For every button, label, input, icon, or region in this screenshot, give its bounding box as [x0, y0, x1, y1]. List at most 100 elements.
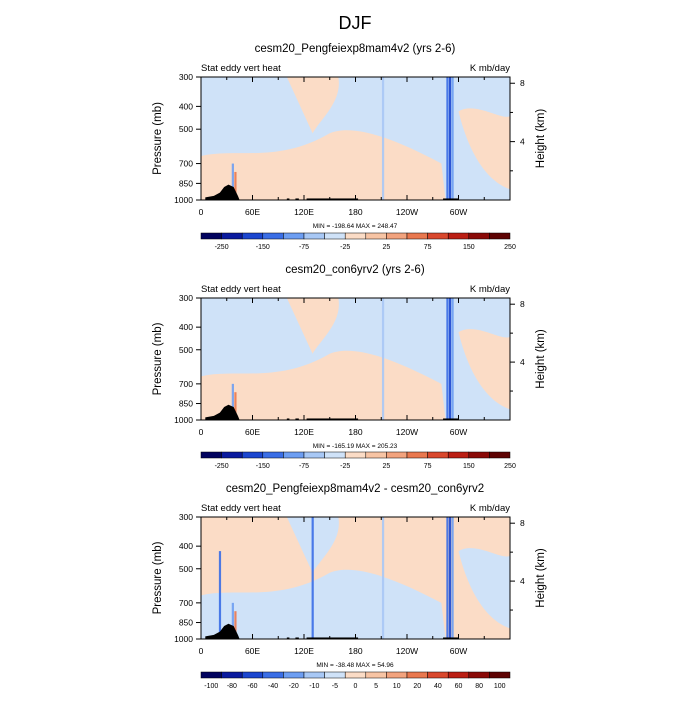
colorbar-label: 75 [424, 463, 432, 470]
topography-mask [443, 418, 459, 420]
y-right-tick-label: 4 [520, 576, 525, 586]
colorbar-swatch [262, 671, 284, 679]
chart-panel-3: cesm20_Pengfeiexp8mam4v2 - cesm20_con6yr… [152, 483, 547, 690]
y-tick-label: 700 [179, 159, 193, 169]
colorbar-label: 5 [374, 683, 378, 690]
colorbar-label: 150 [463, 463, 475, 470]
y-tick-label: 850 [179, 399, 193, 409]
y-right-tick-label: 4 [520, 357, 525, 367]
colorbar-swatch [241, 232, 264, 240]
chart-panel-1: cesm20_Pengfeiexp8mam4v2 (yrs 2-6) Stat e… [152, 43, 547, 251]
topography-mask [205, 404, 240, 420]
colorbar-label: -150 [256, 244, 270, 251]
colorbar-label: -75 [299, 244, 309, 251]
colorbar-swatch [489, 671, 511, 679]
colorbar-label: 40 [434, 683, 442, 690]
x-tick-label: 180 [348, 207, 362, 217]
field-feature [448, 517, 452, 639]
colorbar-label: -60 [247, 683, 257, 690]
field-feature [448, 77, 452, 200]
colorbar-label: -250 [215, 463, 229, 470]
field-region [458, 108, 510, 190]
x-tick-label: 120E [294, 207, 314, 217]
colorbar-label: -150 [256, 463, 270, 470]
chart-field-label: Stat eddy vert heat [201, 503, 281, 514]
chart-panel-2: cesm20_con6yrv2 (yrs 2-6) Stat eddy vert … [152, 264, 547, 470]
colorbar-label: 60 [455, 683, 463, 690]
y-tick-label: 500 [179, 124, 193, 134]
y-right-tick-label: 8 [520, 78, 525, 88]
x-tick-label: 180 [348, 427, 362, 437]
field-region [201, 350, 446, 420]
y-axis-label: Pressure (mb) [152, 541, 164, 614]
y-tick-label: 1000 [174, 195, 193, 205]
colorbar-swatch [386, 451, 408, 459]
colorbar-swatch [303, 232, 325, 240]
field-feature [234, 392, 237, 420]
field-region [458, 329, 510, 410]
colorbar-label: 10 [393, 683, 401, 690]
field-feature [231, 383, 234, 420]
y-tick-label: 700 [179, 598, 193, 608]
colorbar-label: 80 [475, 683, 483, 690]
field-feature [381, 298, 385, 420]
colorbar-swatch [365, 451, 387, 459]
colorbar-swatch [427, 232, 449, 240]
y-tick-label: 700 [179, 379, 193, 389]
field-region [458, 548, 510, 629]
x-tick-label: 0 [199, 427, 204, 437]
field-feature [446, 298, 449, 420]
colorbar-label: -20 [289, 683, 299, 690]
colorbar-swatch [200, 232, 222, 240]
colorbar-swatch [406, 232, 428, 240]
colorbar-swatch [427, 671, 449, 679]
colorbar-label: -25 [340, 463, 350, 470]
x-tick-label: 0 [199, 207, 204, 217]
field-region [286, 77, 339, 134]
colorbar-label: -25 [340, 244, 350, 251]
field-feature [234, 171, 237, 200]
y-axis-label: Pressure (mb) [152, 102, 164, 175]
colorbar-swatch [200, 671, 222, 679]
field-feature [446, 517, 449, 639]
min-max-label: MIN = -198.64 MAX = 248.47 [313, 223, 398, 230]
colorbar-swatch [344, 232, 367, 240]
field-feature [381, 77, 385, 200]
field-feature [311, 517, 314, 639]
topography-mask [286, 637, 290, 639]
y-right-axis-label: Height (km) [535, 109, 547, 169]
y-tick-label: 1000 [174, 634, 193, 644]
topography-mask [443, 637, 459, 639]
page-title: DJF [339, 13, 372, 33]
colorbar-swatch [324, 671, 346, 679]
colorbar-swatch [221, 232, 243, 240]
colorbar-label: -40 [268, 683, 278, 690]
y-tick-label: 500 [179, 345, 193, 355]
x-tick-label: 60E [245, 427, 260, 437]
topography-mask [306, 637, 359, 639]
y-tick-label: 1000 [174, 415, 193, 425]
field-feature [234, 611, 237, 639]
colorbar-swatch [283, 451, 305, 459]
topography-mask [295, 418, 299, 420]
field-feature [218, 551, 222, 639]
field-feature [381, 517, 385, 639]
y-right-tick-label: 8 [520, 518, 525, 528]
field-region [201, 130, 446, 200]
colorbar-swatch [406, 671, 428, 679]
topography-mask [286, 418, 290, 420]
colorbar-swatch [241, 671, 264, 679]
colorbar-swatch [406, 451, 428, 459]
field-feature [446, 77, 449, 200]
colorbar-swatch [447, 671, 470, 679]
colorbar-label: 0 [354, 683, 358, 690]
colorbar-label: 150 [463, 244, 475, 251]
colorbar-label: 25 [383, 244, 391, 251]
colorbar-swatch [365, 232, 387, 240]
x-tick-label: 180 [348, 646, 362, 656]
chart-field-label: Stat eddy vert heat [201, 63, 281, 74]
colorbar-label: -75 [299, 463, 309, 470]
colorbar-swatch [283, 232, 305, 240]
colorbar-swatch [468, 232, 490, 240]
y-right-axis-label: Height (km) [535, 329, 547, 389]
